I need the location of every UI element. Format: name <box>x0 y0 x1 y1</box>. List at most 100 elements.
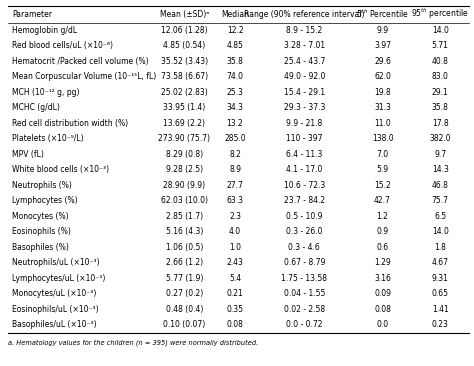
Text: 0.04 - 1.55: 0.04 - 1.55 <box>283 289 325 298</box>
Text: 5.4: 5.4 <box>229 274 241 283</box>
Text: 7.0: 7.0 <box>376 150 389 159</box>
Text: Lymphocytes (%): Lymphocytes (%) <box>12 196 78 205</box>
Text: 73.58 (6.67): 73.58 (6.67) <box>161 72 208 81</box>
Text: 0.9: 0.9 <box>376 227 389 236</box>
Text: 0.0 - 0.72: 0.0 - 0.72 <box>286 320 322 329</box>
Text: 2.43: 2.43 <box>227 258 244 267</box>
Text: 1.29: 1.29 <box>374 258 391 267</box>
Text: 0.10 (0.07): 0.10 (0.07) <box>163 320 205 329</box>
Text: Mean (±SD)ᵃ: Mean (±SD)ᵃ <box>160 10 209 19</box>
Text: 0.3 - 26.0: 0.3 - 26.0 <box>286 227 322 236</box>
Text: 0.3 - 4.6: 0.3 - 4.6 <box>288 243 320 252</box>
Text: 0.02 - 2.58: 0.02 - 2.58 <box>283 305 325 314</box>
Text: 3.97: 3.97 <box>374 41 391 50</box>
Text: 13.69 (2.2): 13.69 (2.2) <box>164 119 205 128</box>
Text: Monocytes/uL (×10⁻³): Monocytes/uL (×10⁻³) <box>12 289 96 298</box>
Text: 14.0: 14.0 <box>432 227 448 236</box>
Text: 49.0 - 92.0: 49.0 - 92.0 <box>283 72 325 81</box>
Text: Neutrophils (%): Neutrophils (%) <box>12 181 72 190</box>
Text: 35.8: 35.8 <box>227 57 244 66</box>
Text: Platelets (×10⁻⁹/L): Platelets (×10⁻⁹/L) <box>12 134 83 143</box>
Text: 0.08: 0.08 <box>374 305 391 314</box>
Text: 4.85 (0.54): 4.85 (0.54) <box>163 41 205 50</box>
Text: 273.90 (75.7): 273.90 (75.7) <box>158 134 210 143</box>
Text: 285.0: 285.0 <box>224 134 246 143</box>
Text: Median: Median <box>221 10 249 19</box>
Text: 12.2: 12.2 <box>227 26 243 35</box>
Text: 5$^{th}$ Percentile: 5$^{th}$ Percentile <box>356 8 409 20</box>
Text: 62.03 (10.0): 62.03 (10.0) <box>161 196 208 205</box>
Text: 31.3: 31.3 <box>374 103 391 112</box>
Text: 3.28 - 7.01: 3.28 - 7.01 <box>283 41 325 50</box>
Text: 0.65: 0.65 <box>432 289 449 298</box>
Text: 5.9: 5.9 <box>376 165 389 174</box>
Text: 3.16: 3.16 <box>374 274 391 283</box>
Text: Range (90% reference interval): Range (90% reference interval) <box>244 10 365 19</box>
Text: 0.6: 0.6 <box>376 243 389 252</box>
Text: 15.2: 15.2 <box>374 181 391 190</box>
Text: White blood cells (×10⁻³): White blood cells (×10⁻³) <box>12 165 109 174</box>
Text: 23.7 - 84.2: 23.7 - 84.2 <box>283 196 325 205</box>
Text: 1.2: 1.2 <box>377 212 389 221</box>
Text: 25.3: 25.3 <box>227 88 244 97</box>
Text: 14.0: 14.0 <box>432 26 448 35</box>
Text: 13.2: 13.2 <box>227 119 244 128</box>
Text: 8.9 - 15.2: 8.9 - 15.2 <box>286 26 322 35</box>
Text: MCHC (g/dL): MCHC (g/dL) <box>12 103 60 112</box>
Text: 2.85 (1.7): 2.85 (1.7) <box>166 212 203 221</box>
Text: MCH (10⁻¹² g, pg): MCH (10⁻¹² g, pg) <box>12 88 80 97</box>
Text: Mean Corpuscular Volume (10⁻¹⁵L, fL): Mean Corpuscular Volume (10⁻¹⁵L, fL) <box>12 72 156 81</box>
Text: 19.8: 19.8 <box>374 88 391 97</box>
Text: 74.0: 74.0 <box>227 72 244 81</box>
Text: 2.66 (1.2): 2.66 (1.2) <box>166 258 203 267</box>
Text: 4.85: 4.85 <box>227 41 244 50</box>
Text: 1.0: 1.0 <box>229 243 241 252</box>
Text: MPV (fL): MPV (fL) <box>12 150 44 159</box>
Text: 95$^{th}$ percentile: 95$^{th}$ percentile <box>411 7 469 22</box>
Text: 63.3: 63.3 <box>227 196 244 205</box>
Text: Parameter: Parameter <box>12 10 52 19</box>
Text: 17.8: 17.8 <box>432 119 448 128</box>
Text: 35.52 (3.43): 35.52 (3.43) <box>161 57 208 66</box>
Text: 29.6: 29.6 <box>374 57 391 66</box>
Text: 0.08: 0.08 <box>227 320 244 329</box>
Text: 14.3: 14.3 <box>432 165 448 174</box>
Text: 25.02 (2.83): 25.02 (2.83) <box>161 88 208 97</box>
Text: 0.23: 0.23 <box>432 320 448 329</box>
Text: 9.31: 9.31 <box>432 274 448 283</box>
Text: Neutrophils/uL (×10⁻³): Neutrophils/uL (×10⁻³) <box>12 258 100 267</box>
Text: 33.95 (1.4): 33.95 (1.4) <box>163 103 205 112</box>
Text: 15.4 - 29.1: 15.4 - 29.1 <box>283 88 325 97</box>
Text: 1.75 - 13.58: 1.75 - 13.58 <box>281 274 327 283</box>
Text: 0.67 - 8.79: 0.67 - 8.79 <box>283 258 325 267</box>
Text: 6.5: 6.5 <box>434 212 446 221</box>
Text: 9.7: 9.7 <box>434 150 446 159</box>
Text: 2.3: 2.3 <box>229 212 241 221</box>
Text: 5.71: 5.71 <box>432 41 448 50</box>
Text: 4.0: 4.0 <box>229 227 241 236</box>
Text: 29.3 - 37.3: 29.3 - 37.3 <box>283 103 325 112</box>
Text: Red cell distribution width (%): Red cell distribution width (%) <box>12 119 128 128</box>
Text: 382.0: 382.0 <box>429 134 451 143</box>
Text: 9.28 (2.5): 9.28 (2.5) <box>166 165 203 174</box>
Text: 8.9: 8.9 <box>229 165 241 174</box>
Text: 110 - 397: 110 - 397 <box>286 134 322 143</box>
Text: Monocytes (%): Monocytes (%) <box>12 212 69 221</box>
Text: 0.09: 0.09 <box>374 289 391 298</box>
Text: 10.6 - 72.3: 10.6 - 72.3 <box>283 181 325 190</box>
Text: a. Hematology values for the children (n = 395) were normally distributed.: a. Hematology values for the children (n… <box>8 340 258 346</box>
Text: 27.7: 27.7 <box>227 181 244 190</box>
Text: Basophiles (%): Basophiles (%) <box>12 243 69 252</box>
Text: 0.0: 0.0 <box>376 320 389 329</box>
Text: 46.8: 46.8 <box>432 181 448 190</box>
Text: 8.2: 8.2 <box>229 150 241 159</box>
Text: 75.7: 75.7 <box>432 196 449 205</box>
Text: 1.41: 1.41 <box>432 305 448 314</box>
Text: 5.77 (1.9): 5.77 (1.9) <box>165 274 203 283</box>
Text: 4.67: 4.67 <box>432 258 449 267</box>
Text: 9.9: 9.9 <box>376 26 389 35</box>
Text: 1.8: 1.8 <box>434 243 446 252</box>
Text: 0.48 (0.4): 0.48 (0.4) <box>165 305 203 314</box>
Text: 0.27 (0.2): 0.27 (0.2) <box>166 289 203 298</box>
Text: 83.0: 83.0 <box>432 72 448 81</box>
